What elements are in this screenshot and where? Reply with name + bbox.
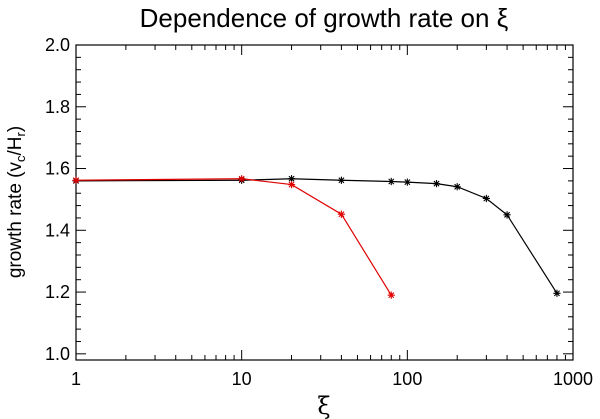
data-point — [482, 194, 490, 203]
data-point — [287, 175, 296, 183]
y-tick-label: 1.2 — [45, 282, 70, 302]
y-tick-label: 1.0 — [45, 344, 70, 364]
x-axis-label: ξ — [317, 392, 330, 419]
x-tick-label: 100 — [392, 369, 422, 389]
x-tick-label: 1000 — [553, 369, 593, 389]
data-point — [72, 176, 80, 184]
series-black — [72, 175, 561, 297]
series-layer — [72, 175, 561, 299]
y-axis-label-mid: /H — [5, 137, 26, 156]
data-point — [403, 178, 411, 186]
y-axis-label: growth rate (vc/Hr) — [5, 126, 28, 278]
y-axis-ticks: 1.0 1.2 1.4 1.6 1.8 2.0 — [45, 35, 573, 364]
x-tick-label: 1 — [71, 369, 81, 389]
data-point — [337, 210, 346, 218]
series-red — [72, 175, 395, 299]
y-tick-label: 1.6 — [45, 159, 70, 179]
y-axis-label-close: ) — [5, 126, 26, 132]
data-point — [387, 177, 395, 186]
y-tick-label: 2.0 — [45, 35, 70, 55]
series-line — [75, 178, 558, 294]
data-point — [432, 180, 441, 188]
data-point — [238, 175, 246, 183]
data-point — [553, 289, 561, 297]
data-point — [503, 211, 511, 219]
chart-title: Dependence of growth rate on ξ — [140, 3, 509, 33]
y-axis-label-main: growth rate (v — [5, 162, 26, 279]
y-tick-label: 1.8 — [45, 97, 70, 117]
y-tick-label: 1.4 — [45, 220, 70, 240]
plot-frame — [75, 44, 574, 361]
data-point — [453, 183, 461, 191]
data-point — [287, 180, 296, 189]
y-axis-label-sub1: c — [13, 155, 28, 162]
x-axis-ticks: 1 10 100 1000 — [71, 45, 593, 389]
data-point — [387, 291, 395, 299]
x-tick-label: 10 — [232, 369, 252, 389]
data-point — [337, 176, 346, 184]
series-line — [75, 178, 392, 296]
y-axis-label-sub2: r — [13, 132, 28, 137]
